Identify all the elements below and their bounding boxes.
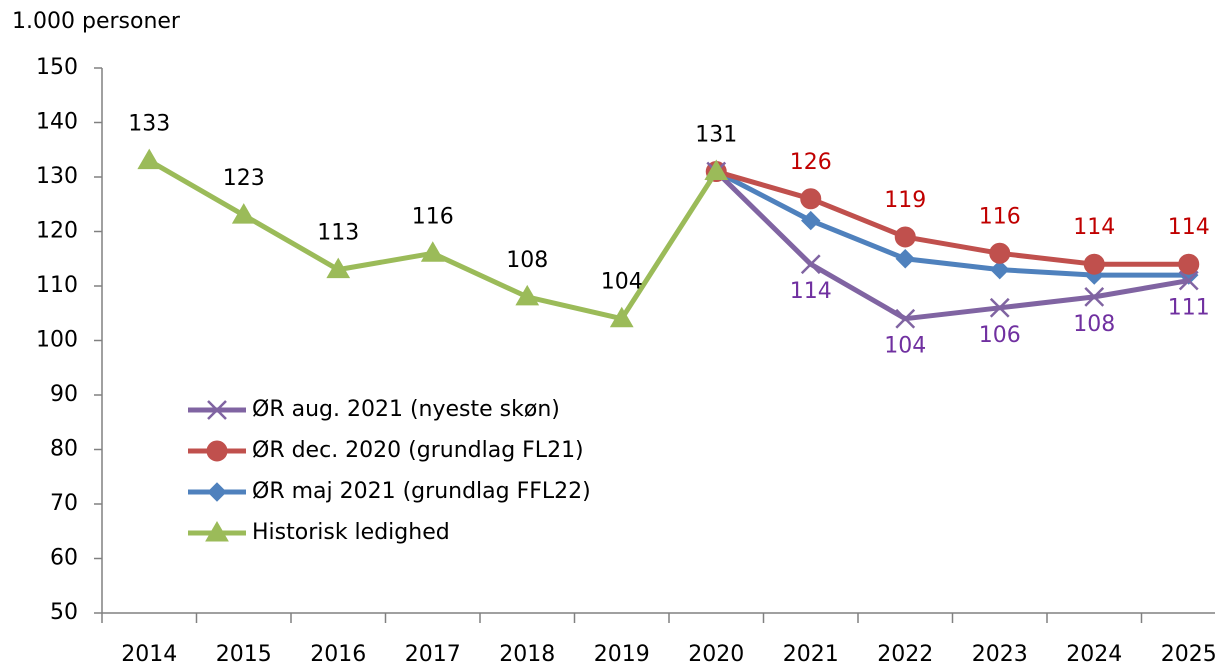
y-axis-label: 1.000 personer (12, 9, 181, 34)
data-label: 114 (1073, 215, 1115, 240)
data-label: 108 (506, 248, 548, 273)
legend-label: Historisk ledighed (252, 520, 450, 545)
legend-marker (207, 400, 227, 420)
data-label: 104 (601, 270, 643, 295)
data-point (609, 306, 634, 328)
data-label: 113 (317, 221, 359, 246)
x-tick-label: 2016 (310, 642, 366, 667)
data-label: 111 (1168, 296, 1210, 321)
data-point (1083, 253, 1105, 275)
y-tick-label: 120 (36, 219, 78, 244)
data-label: 133 (128, 112, 170, 137)
y-tick-label: 100 (36, 328, 78, 353)
x-tick-label: 2017 (405, 642, 461, 667)
data-point (895, 249, 915, 269)
x-tick-label: 2014 (121, 642, 177, 667)
data-point (137, 148, 162, 170)
data-label: 116 (412, 204, 454, 229)
data-point (989, 242, 1011, 264)
x-tick-label: 2022 (877, 642, 933, 667)
legend-marker (207, 482, 227, 502)
data-point (1178, 253, 1200, 275)
data-label: 106 (979, 323, 1021, 348)
data-point (989, 297, 1010, 318)
x-tick-label: 2024 (1066, 642, 1122, 667)
data-label: 119 (884, 188, 926, 213)
data-point (420, 241, 445, 262)
series-line (714, 169, 1190, 322)
x-tick-label: 2019 (594, 642, 650, 667)
legend-label: ØR dec. 2020 (grundlag FL21) (252, 438, 584, 463)
data-point (801, 210, 821, 231)
data-point (800, 188, 822, 210)
legend-label: ØR aug. 2021 (nyeste skøn) (252, 397, 560, 422)
data-point (1084, 287, 1105, 307)
x-tick-label: 2015 (216, 642, 272, 667)
data-label: 108 (1073, 312, 1115, 337)
x-tick-label: 2023 (972, 642, 1028, 667)
series-line (715, 169, 1189, 278)
y-tick-label: 70 (50, 491, 78, 516)
data-label: 114 (790, 279, 832, 304)
data-label: 126 (790, 150, 832, 175)
data-label: 104 (884, 334, 926, 359)
data-point (895, 308, 916, 329)
data-point (990, 259, 1010, 280)
data-label: 116 (979, 204, 1021, 229)
series-line (715, 169, 1189, 267)
x-tick-label: 2025 (1161, 642, 1215, 667)
legend-label: ØR maj 2021 (grundlag FFL22) (252, 479, 591, 504)
y-tick-label: 60 (50, 546, 78, 571)
legend-marker (206, 440, 228, 462)
data-point (231, 203, 256, 224)
data-label: 114 (1168, 215, 1210, 240)
x-tick-label: 2020 (688, 642, 744, 667)
data-point (326, 257, 351, 279)
data-label: 131 (695, 123, 737, 148)
data-point (1178, 270, 1199, 291)
data-point (515, 284, 540, 306)
data-point (800, 254, 821, 275)
x-tick-label: 2018 (499, 642, 555, 667)
data-point (704, 159, 729, 181)
y-tick-label: 110 (36, 273, 78, 298)
data-label: 123 (223, 166, 265, 191)
x-tick-label: 2021 (783, 642, 839, 667)
y-tick-label: 80 (50, 437, 78, 462)
y-tick-label: 150 (36, 55, 78, 80)
legend-marker (205, 521, 229, 542)
y-tick-label: 90 (50, 382, 78, 407)
y-tick-label: 140 (36, 110, 78, 135)
y-tick-label: 50 (50, 600, 78, 625)
data-point (894, 226, 916, 248)
y-tick-label: 130 (36, 164, 78, 189)
